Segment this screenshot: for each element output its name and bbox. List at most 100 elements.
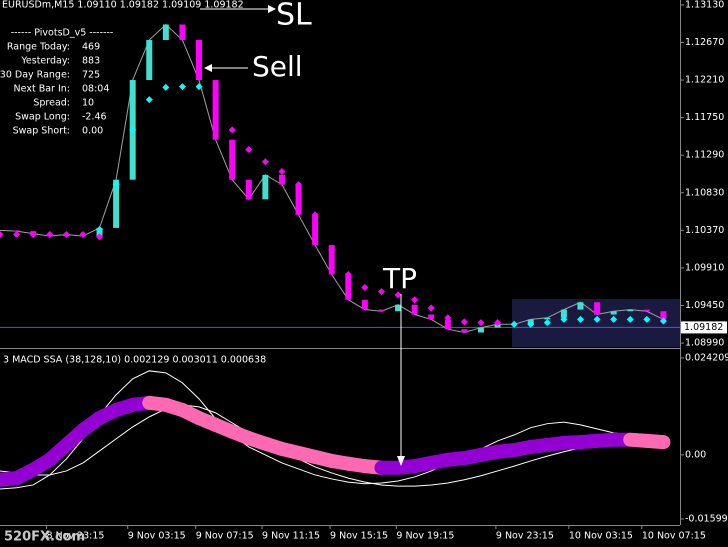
trend-dot	[245, 145, 253, 153]
trend-dot	[311, 211, 319, 219]
trend-dot	[394, 291, 402, 299]
candle-body	[312, 214, 319, 246]
info-label: Yesterday:	[20, 56, 70, 67]
candle-body	[278, 174, 285, 185]
trend-dot	[162, 83, 170, 91]
trend-dot	[610, 315, 618, 323]
trend-dot	[0, 230, 4, 238]
info-value: 469	[82, 42, 100, 53]
trend-dot	[13, 230, 21, 238]
y-tick-label: 0.024209	[685, 352, 728, 363]
info-value: 08:04	[82, 84, 109, 95]
y-tick-label: 1.12210	[685, 75, 724, 86]
trend-dot	[29, 230, 37, 238]
trend-dot	[560, 315, 568, 323]
trend-dot	[112, 181, 120, 189]
info-value: 10	[82, 98, 94, 109]
candle-body	[477, 327, 484, 333]
trend-dot	[593, 315, 601, 323]
candle-body	[660, 311, 667, 320]
x-tick-label: 9 Nov 03:15	[128, 531, 186, 542]
x-tick-label: 9 Nov 23:15	[496, 531, 554, 542]
x-tick-label: 10 Nov 07:15	[642, 531, 706, 542]
y-tick-label: 1.12670	[685, 37, 724, 48]
trend-dot	[212, 91, 220, 99]
info-panel	[0, 24, 152, 152]
info-label: 30 Day Range:	[0, 70, 70, 81]
info-label: Range Today:	[7, 42, 70, 53]
x-tick-label: 10 Nov 03:15	[569, 531, 633, 542]
trend-dot	[460, 318, 468, 326]
candle-body	[262, 174, 269, 200]
sl-arrow-head	[268, 5, 276, 13]
sell-arrow-head	[204, 64, 212, 72]
trend-dot	[195, 64, 203, 72]
info-value: 725	[82, 70, 100, 81]
trend-dot	[576, 315, 584, 323]
y-tick-label: 0.00	[685, 449, 706, 460]
candle-body	[196, 40, 203, 81]
trend-dot	[377, 288, 385, 296]
trend-dot	[145, 96, 153, 104]
tp-arrow-head	[397, 456, 405, 466]
candle-body	[13, 230, 20, 232]
macd-title: 3 MACD SSA (38,128,10) 0.002129 0.003011…	[3, 355, 266, 366]
trend-dot	[411, 296, 419, 304]
x-tick-label: 9 Nov 19:15	[396, 531, 454, 542]
candle-body	[428, 314, 435, 320]
trend-dot	[46, 230, 54, 238]
candle-body	[113, 179, 120, 228]
annotation: SL	[276, 0, 312, 33]
info-label: Swap Short:	[13, 126, 70, 137]
trend-dot	[626, 315, 634, 323]
candle-body	[345, 274, 352, 300]
trend-dot	[79, 230, 87, 238]
y-tick-label: 1.09910	[685, 262, 724, 273]
y-tick-label: 1.11290	[685, 150, 724, 161]
trend-dot	[96, 226, 104, 234]
x-tick-label: 9 Nov 11:15	[262, 531, 320, 542]
trend-dot	[510, 320, 518, 328]
y-tick-label: 1.08990	[685, 338, 724, 349]
info-label: Spread:	[33, 98, 70, 109]
trend-dot	[659, 317, 667, 325]
candle-body	[643, 309, 650, 312]
candle-body	[610, 311, 617, 315]
candle-body	[411, 304, 418, 315]
trend-dot	[494, 319, 502, 327]
candle-body	[378, 309, 385, 312]
candle-body	[461, 329, 468, 333]
trend-dot	[527, 320, 535, 328]
y-tick-label: 1.11750	[685, 112, 724, 123]
candle-body	[245, 179, 252, 200]
last-price-box	[681, 321, 727, 334]
y-tick-label: 1.10830	[685, 187, 724, 198]
trend-dot	[295, 181, 303, 189]
macd-thin-line	[0, 370, 664, 490]
trend-dot	[477, 319, 485, 327]
trend-dot	[643, 315, 651, 323]
macd-thin-line	[0, 404, 664, 487]
trend-dot	[129, 126, 137, 134]
macd-signal-segment	[639, 433, 671, 450]
x-tick-label: 9 Nov 15:15	[330, 531, 388, 542]
trend-dot	[178, 83, 186, 91]
trend-dot	[344, 270, 352, 278]
y-tick-label: -0.015997	[685, 513, 728, 524]
trend-dot	[195, 83, 203, 91]
candle-body	[560, 309, 567, 318]
candle-body	[361, 299, 368, 310]
trend-dot	[228, 126, 236, 134]
candle-body	[544, 317, 551, 320]
trend-dot	[278, 168, 286, 176]
trend-dot	[62, 230, 70, 238]
info-label: Next Bar In:	[14, 84, 70, 95]
trend-dot	[328, 246, 336, 254]
main-title: EURUSDm,M15 1.09110 1.09182 1.09109 1.09…	[2, 0, 244, 11]
trend-dot	[543, 319, 551, 327]
x-tick-label: 9 Nov 07:15	[196, 531, 254, 542]
x-tick-label: 8 Nov 23:15	[46, 531, 104, 542]
annotation: TP	[382, 262, 417, 295]
price-line	[0, 23, 664, 333]
